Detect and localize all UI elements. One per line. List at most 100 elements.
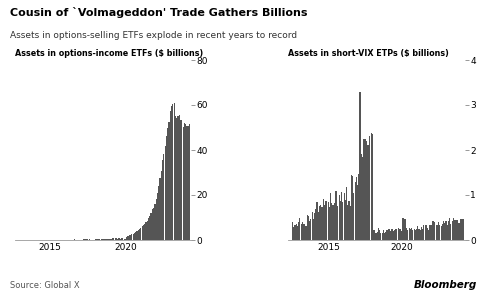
Bar [335, 191, 336, 240]
Bar [168, 122, 169, 240]
Bar [383, 230, 384, 240]
Bar [108, 239, 109, 240]
Bar [176, 118, 177, 240]
Bar [372, 134, 373, 240]
Bar [387, 230, 388, 240]
Bar [122, 238, 123, 240]
Bar [141, 226, 143, 240]
Bar [302, 222, 303, 240]
Bar [83, 239, 84, 240]
Bar [364, 139, 365, 240]
Bar [323, 199, 324, 240]
Bar [358, 174, 359, 240]
Bar [399, 229, 400, 240]
Bar [448, 220, 449, 240]
Bar [320, 205, 321, 240]
Bar [120, 239, 121, 240]
Bar [333, 203, 335, 240]
Bar [348, 201, 349, 240]
Bar [303, 224, 304, 240]
Bar [97, 239, 98, 240]
Bar [337, 206, 338, 240]
Bar [301, 224, 302, 240]
Bar [360, 92, 361, 240]
Bar [152, 209, 153, 240]
Bar [134, 233, 135, 240]
Bar [308, 216, 309, 240]
Bar [416, 229, 417, 240]
Bar [158, 186, 159, 240]
Bar [447, 225, 448, 240]
Bar [105, 239, 106, 240]
Bar [182, 128, 184, 240]
Bar [171, 106, 172, 240]
Bar [438, 222, 439, 240]
Bar [415, 230, 416, 240]
Bar [101, 239, 102, 240]
Text: Bloomberg: Bloomberg [413, 280, 477, 290]
Bar [432, 221, 433, 240]
Bar [393, 231, 394, 240]
Bar [180, 120, 181, 240]
Bar [159, 178, 161, 240]
Bar [133, 234, 134, 240]
Bar [331, 203, 333, 240]
Bar [317, 202, 318, 240]
Bar [102, 239, 103, 240]
Bar [130, 235, 131, 240]
Bar [460, 219, 461, 240]
Bar [444, 223, 445, 240]
Bar [385, 232, 386, 240]
Bar [103, 239, 104, 240]
Bar [418, 229, 420, 240]
Bar [98, 239, 99, 240]
Bar [85, 239, 86, 240]
Bar [175, 116, 176, 240]
Bar [149, 216, 151, 240]
Bar [388, 229, 389, 240]
Bar [459, 223, 460, 240]
Bar [442, 224, 443, 240]
Bar [67, 239, 68, 240]
Bar [433, 221, 434, 240]
Bar [367, 146, 368, 240]
Bar [344, 193, 345, 240]
Bar [445, 221, 447, 240]
Bar [163, 154, 165, 240]
Bar [456, 220, 457, 240]
Bar [336, 191, 337, 240]
Bar [147, 221, 148, 240]
Bar [166, 136, 167, 240]
Bar [140, 228, 141, 240]
Bar [413, 229, 415, 240]
Bar [161, 171, 162, 240]
Bar [427, 228, 428, 240]
Bar [121, 238, 122, 240]
Bar [310, 219, 312, 240]
Bar [112, 238, 113, 240]
Bar [129, 235, 130, 240]
Bar [377, 232, 378, 240]
Bar [328, 202, 329, 240]
Bar [117, 239, 119, 240]
Bar [439, 225, 440, 240]
Bar [145, 222, 147, 240]
Bar [178, 116, 179, 240]
Bar [125, 239, 126, 240]
Bar [309, 221, 310, 240]
Bar [107, 239, 108, 240]
Bar [421, 226, 422, 240]
Bar [342, 202, 344, 240]
Bar [347, 206, 348, 240]
Bar [404, 219, 405, 240]
Bar [369, 136, 370, 240]
Bar [440, 226, 441, 240]
Bar [184, 123, 185, 240]
Bar [123, 238, 125, 240]
Bar [321, 207, 322, 240]
Bar [428, 230, 429, 240]
Bar [373, 230, 374, 240]
Bar [410, 229, 411, 240]
Bar [368, 145, 369, 240]
Bar [401, 232, 402, 240]
